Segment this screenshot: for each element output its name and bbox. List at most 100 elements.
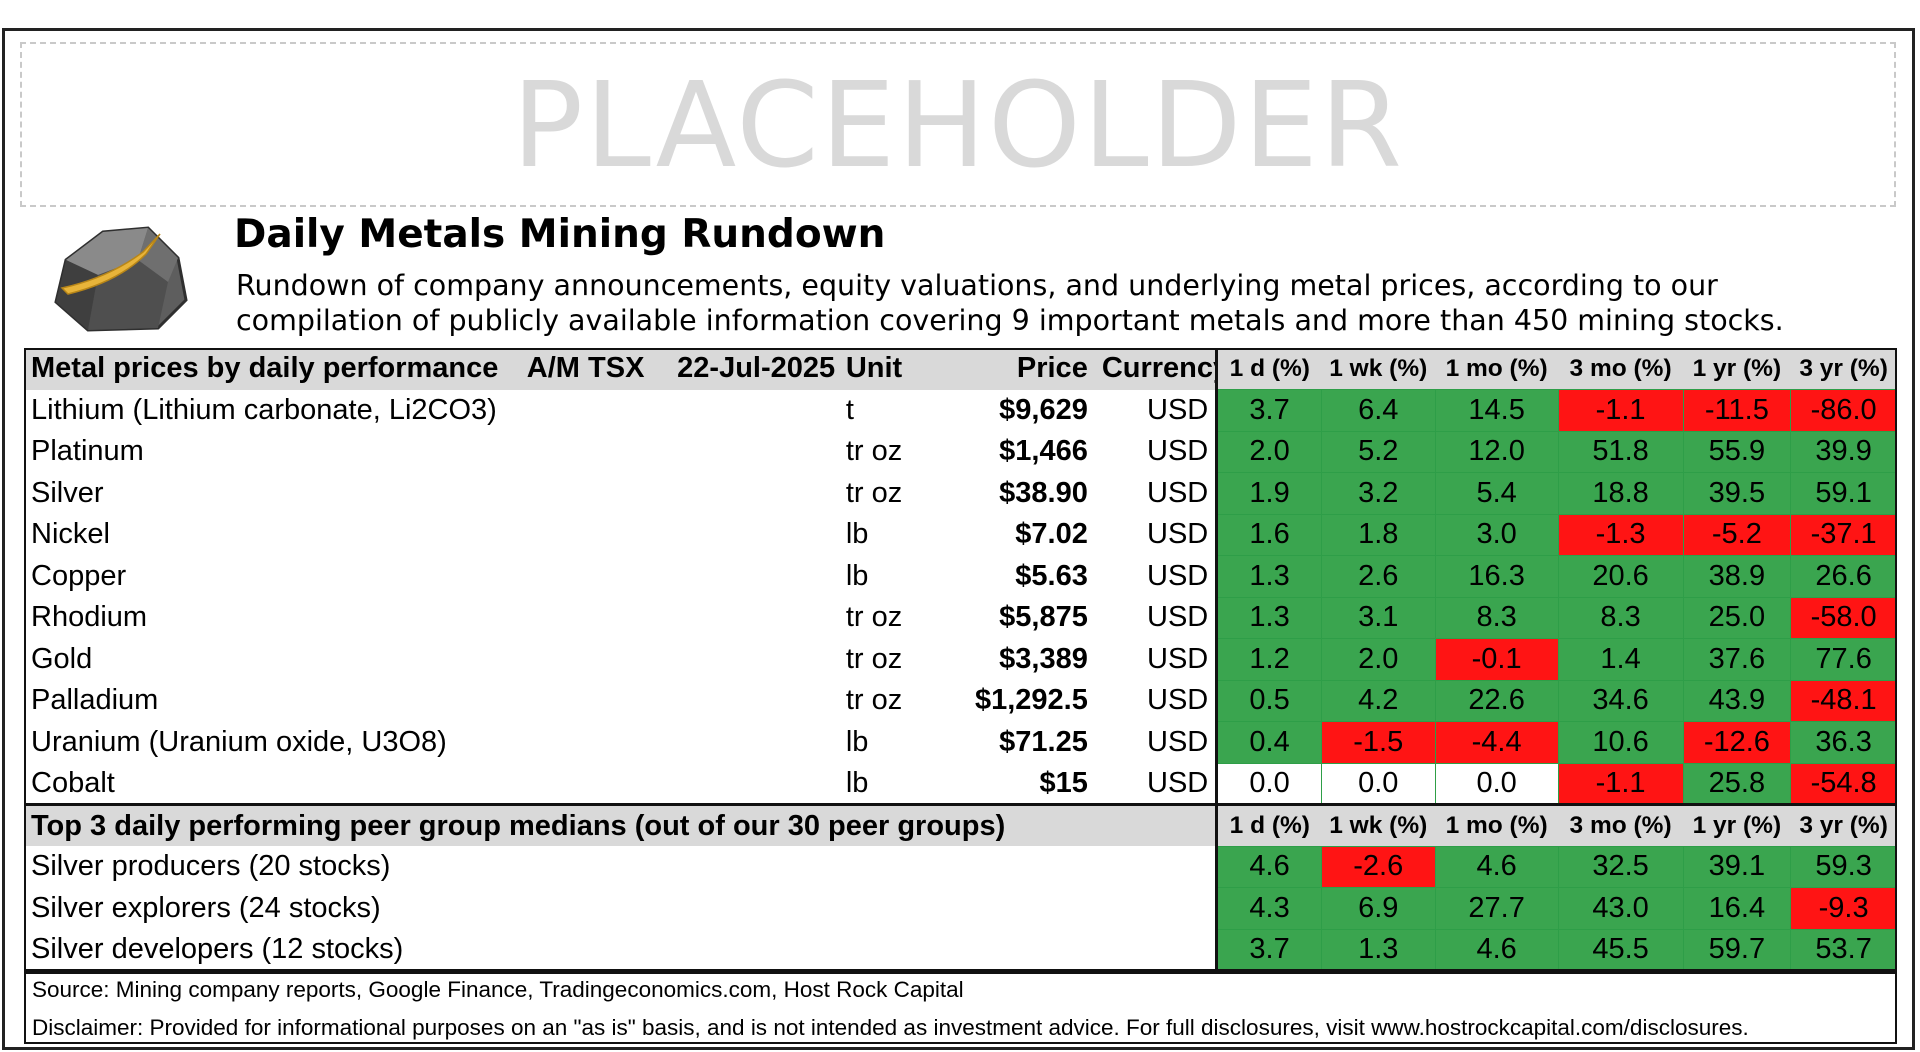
change-cell: 0.0 <box>1215 762 1322 805</box>
change-cell: -12.6 <box>1682 721 1792 764</box>
metal-price: $38.90 <box>999 476 1088 509</box>
change-cell: -54.8 <box>1790 762 1897 805</box>
metals-header-date: 22-Jul-2025 <box>670 348 839 390</box>
period-header: 1 yr (%) <box>1683 803 1791 846</box>
metal-price: $7.02 <box>1015 518 1088 551</box>
change-cell: 4.3 <box>1215 887 1322 930</box>
metal-row: Nickel lb $7.02 USD 1.6 1.8 3.0 -1.3 -5.2 -37.1 <box>24 513 1897 556</box>
metal-price: $71.25 <box>999 725 1088 758</box>
metal-row: Cobalt lb $15 USD 0.0 0.0 0.0 -1.1 25.8 -54.8 <box>24 762 1897 805</box>
change-cell: 53.7 <box>1790 928 1897 972</box>
change-cell: 43.0 <box>1557 887 1684 930</box>
change-cell: 4.6 <box>1434 928 1559 972</box>
metal-currency: USD <box>1147 601 1209 634</box>
change-cell: -2.6 <box>1320 845 1436 888</box>
change-cell: 4.6 <box>1215 845 1322 888</box>
change-cell: 37.6 <box>1682 638 1792 681</box>
metal-price: $1,292.5 <box>974 684 1088 717</box>
metal-price: $3,389 <box>999 642 1088 675</box>
metal-name: Uranium (Uranium oxide, U3O8) <box>31 725 447 758</box>
change-cell: 16.3 <box>1434 555 1559 598</box>
metal-row: Palladium tr oz $1,292.5 USD 0.5 4.2 22.6 34.6 4… <box>24 679 1897 722</box>
peer-name: Silver producers (20 stocks) <box>31 850 391 883</box>
subtitle-line: compilation of publicly available inform… <box>236 304 1784 337</box>
change-cell: 1.9 <box>1215 472 1322 515</box>
metal-currency: USD <box>1147 766 1209 799</box>
metal-unit: tr oz <box>845 435 903 468</box>
metal-name: Platinum <box>31 435 144 468</box>
change-cell: 6.9 <box>1320 887 1436 930</box>
change-cell: -1.5 <box>1320 721 1436 764</box>
metals-header-label: Metal prices by daily performance <box>24 348 520 390</box>
metal-price: $9,629 <box>999 393 1088 426</box>
peer-name: Silver explorers (24 stocks) <box>31 891 381 924</box>
change-cell: 4.2 <box>1320 679 1436 722</box>
metal-name: Gold <box>31 642 93 675</box>
peer-header-row: Top 3 daily performing peer group median… <box>24 803 1897 846</box>
metal-unit: lb <box>845 725 869 758</box>
change-cell: -1.1 <box>1557 762 1684 805</box>
change-cell: 27.7 <box>1434 887 1559 930</box>
change-cell: 1.6 <box>1215 513 1322 556</box>
change-cell: 51.8 <box>1557 430 1684 473</box>
period-header: 1 mo (%) <box>1435 348 1559 390</box>
metal-row: Platinum tr oz $1,466 USD 2.0 5.2 12.0 51.8 55.9… <box>24 430 1897 473</box>
change-cell: -11.5 <box>1682 389 1792 432</box>
change-cell: 1.3 <box>1215 596 1322 639</box>
metal-unit: lb <box>845 518 869 551</box>
change-cell: 32.5 <box>1557 845 1684 888</box>
change-cell: -86.0 <box>1790 389 1897 432</box>
change-cell: 1.2 <box>1215 638 1322 681</box>
change-cell: 0.5 <box>1215 679 1322 722</box>
change-cell: 2.0 <box>1215 430 1322 473</box>
change-cell: 43.9 <box>1682 679 1792 722</box>
change-cell: 3.1 <box>1320 596 1436 639</box>
metal-currency: USD <box>1147 393 1209 426</box>
metals-header-price: Price <box>958 348 1095 390</box>
change-cell: 0.4 <box>1215 721 1322 764</box>
change-cell: 39.1 <box>1682 845 1792 888</box>
change-cell: 1.8 <box>1320 513 1436 556</box>
metal-unit: tr oz <box>845 476 903 509</box>
period-header: 1 d (%) <box>1215 803 1322 846</box>
report-subtitle: Rundown of company announcements, equity… <box>236 268 1896 338</box>
change-cell: 25.0 <box>1682 596 1792 639</box>
change-cell: 39.5 <box>1682 472 1792 515</box>
period-header: 1 wk (%) <box>1321 803 1436 846</box>
metals-header-row: Metal prices by daily performance A/M TS… <box>24 348 1897 390</box>
change-cell: 39.9 <box>1790 430 1897 473</box>
metal-unit: lb <box>845 559 869 592</box>
change-cell: 2.0 <box>1320 638 1436 681</box>
change-cell: 0.0 <box>1434 762 1559 805</box>
period-header: 3 mo (%) <box>1558 803 1684 846</box>
metal-row: Uranium (Uranium oxide, U3O8) lb $71.25 USD… <box>24 721 1897 764</box>
change-cell: 3.0 <box>1434 513 1559 556</box>
change-cell: 10.6 <box>1557 721 1684 764</box>
metal-unit: tr oz <box>845 642 903 675</box>
change-cell: 6.4 <box>1320 389 1436 432</box>
metal-unit: lb <box>845 766 869 799</box>
peer-name: Silver developers (12 stocks) <box>24 929 1217 972</box>
change-cell: -48.1 <box>1790 679 1897 722</box>
metal-name: Silver <box>31 476 104 509</box>
change-cell: -9.3 <box>1790 887 1897 930</box>
metal-currency: USD <box>1147 642 1209 675</box>
metals-header-timing: A/M TSX <box>519 348 671 390</box>
change-cell: -0.1 <box>1434 638 1559 681</box>
metal-prices-table: Metal prices by daily performance A/M TS… <box>24 348 1897 972</box>
peer-row: Silver explorers (24 stocks) 4.3 6.9 27.7 43… <box>24 887 1897 930</box>
disclaimer-note: Disclaimer: Provided for informational p… <box>32 1015 1749 1040</box>
metal-unit: t <box>845 393 854 426</box>
change-cell: 59.3 <box>1790 845 1897 888</box>
period-header: 1 yr (%) <box>1683 348 1791 390</box>
peer-row: Silver developers (12 stocks) 3.7 1.3 4.6 45… <box>24 928 1897 972</box>
change-cell: 55.9 <box>1682 430 1792 473</box>
change-cell: -5.2 <box>1682 513 1792 556</box>
change-cell: 3.7 <box>1215 389 1322 432</box>
metal-row: Copper lb $5.63 USD 1.3 2.6 16.3 20.6 38.9 26.6 <box>24 555 1897 598</box>
change-cell: 0.0 <box>1320 762 1436 805</box>
change-cell: 20.6 <box>1557 555 1684 598</box>
metal-name: Copper <box>31 559 127 592</box>
change-cell: 1.3 <box>1215 555 1322 598</box>
period-header: 1 mo (%) <box>1435 803 1559 846</box>
